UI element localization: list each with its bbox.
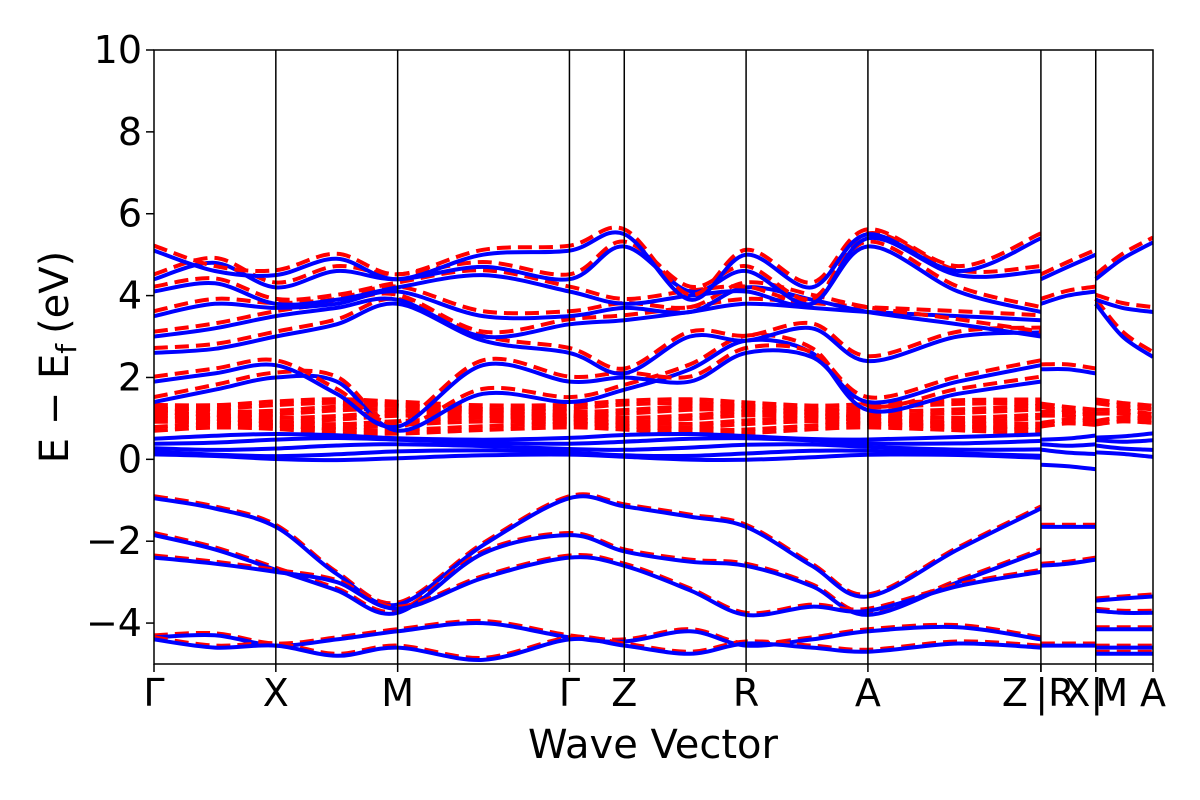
x-tick-label-7: Z [1002,671,1028,715]
band-solid-cond-2-2 [1094,240,1153,281]
band-solid-flat-2-3 [1095,431,1153,440]
y-tick-label-6: 8 [118,110,142,154]
y-tick-label-4: 4 [118,274,142,318]
y-axis-label-unit: (eV) [32,251,78,334]
band-dashed-flat-2-0 [1095,419,1153,427]
x-tick-label-5: R [733,671,759,715]
kpoint-lines [275,50,1097,664]
band-solid-val-2-1 [1095,608,1153,615]
band-dashed-flat-b-2-2 [1095,397,1153,408]
plot-frame [153,49,1154,665]
band-solid-cond-1-2 [1040,252,1097,282]
y-tick-label-5: 6 [118,192,142,236]
y-axis: −4 −2 0 2 4 6 8 10 [86,28,154,645]
band-solid-val-1-1 [1040,557,1097,568]
band-solid-cond-2-1 [1095,297,1153,314]
band-dashed-cond-2-2 [1094,235,1153,276]
x-tick-label-10: M [1095,671,1128,715]
x-tick-label-11: A [1140,671,1166,715]
band-dashed-flat-b-1-2 [1040,401,1096,412]
band-dashed-flat-2-1 [1095,411,1153,420]
band-solid-flat-2-1 [1095,443,1153,452]
y-tick-label-1: −2 [86,519,142,563]
x-tick-label-3: Γ [559,671,580,715]
band-dashed-cond-1-2 [1040,247,1097,277]
band-solid-flat-1-3 [1040,433,1096,442]
band-dashed-flat-b-2-1 [1095,407,1153,417]
x-axis: Γ X M Γ Z R A Z |RX|M A [143,664,1166,716]
y-tick-label-7: 10 [94,28,142,72]
y-tick-label-3: 2 [118,355,142,399]
band-solid-cond-1-1 [1040,289,1097,306]
y-tick-label-2: 0 [118,437,142,481]
band-solid-flat-1-1 [1040,447,1096,456]
band-dashed-flat-1-1 [1040,413,1096,422]
band-dashed-flat-1-0 [1040,421,1096,429]
band-dashed-cond-1-0 [1040,362,1097,371]
band-solid-flat-1-0 [1040,462,1096,472]
x-tick-label-9: X| [1064,671,1103,716]
band-dashed-cond-2-0 [1094,297,1153,354]
band-solid-val-2-0 [1095,594,1153,603]
x-tick-label-4: Z [611,671,637,715]
band-solid-cond-2-0 [1094,302,1153,359]
band-dashed-flat-2-2 [1095,401,1153,412]
x-tick-label-6: A [855,671,881,715]
x-tick-label-1: X [263,671,289,715]
band-dashed-flat-1-2 [1040,405,1096,416]
band-solid-flat-2-0 [1095,450,1153,459]
x-tick-label-2: M [381,671,414,715]
x-tick-label-0: Γ [143,671,164,715]
y-axis-label-subscript: f [50,343,83,354]
y-tick-label-0: −4 [86,601,142,645]
y-axis-label-main: E − E [32,354,78,464]
band-solid-flat-1-2 [1040,442,1096,448]
x-tick-label-8: |R [1035,671,1074,716]
x-axis-label: Wave Vector [528,722,779,768]
band-solid-flat-2-2 [1095,438,1153,444]
band-dashed-cond-0-5 [154,239,1042,310]
y-axis-label: E − Ef (eV) [32,251,83,464]
band-dashed-cond-1-1 [1040,284,1097,301]
band-solid-cond-1-0 [1040,366,1097,376]
band-dashed-cond-2-1 [1095,292,1153,310]
